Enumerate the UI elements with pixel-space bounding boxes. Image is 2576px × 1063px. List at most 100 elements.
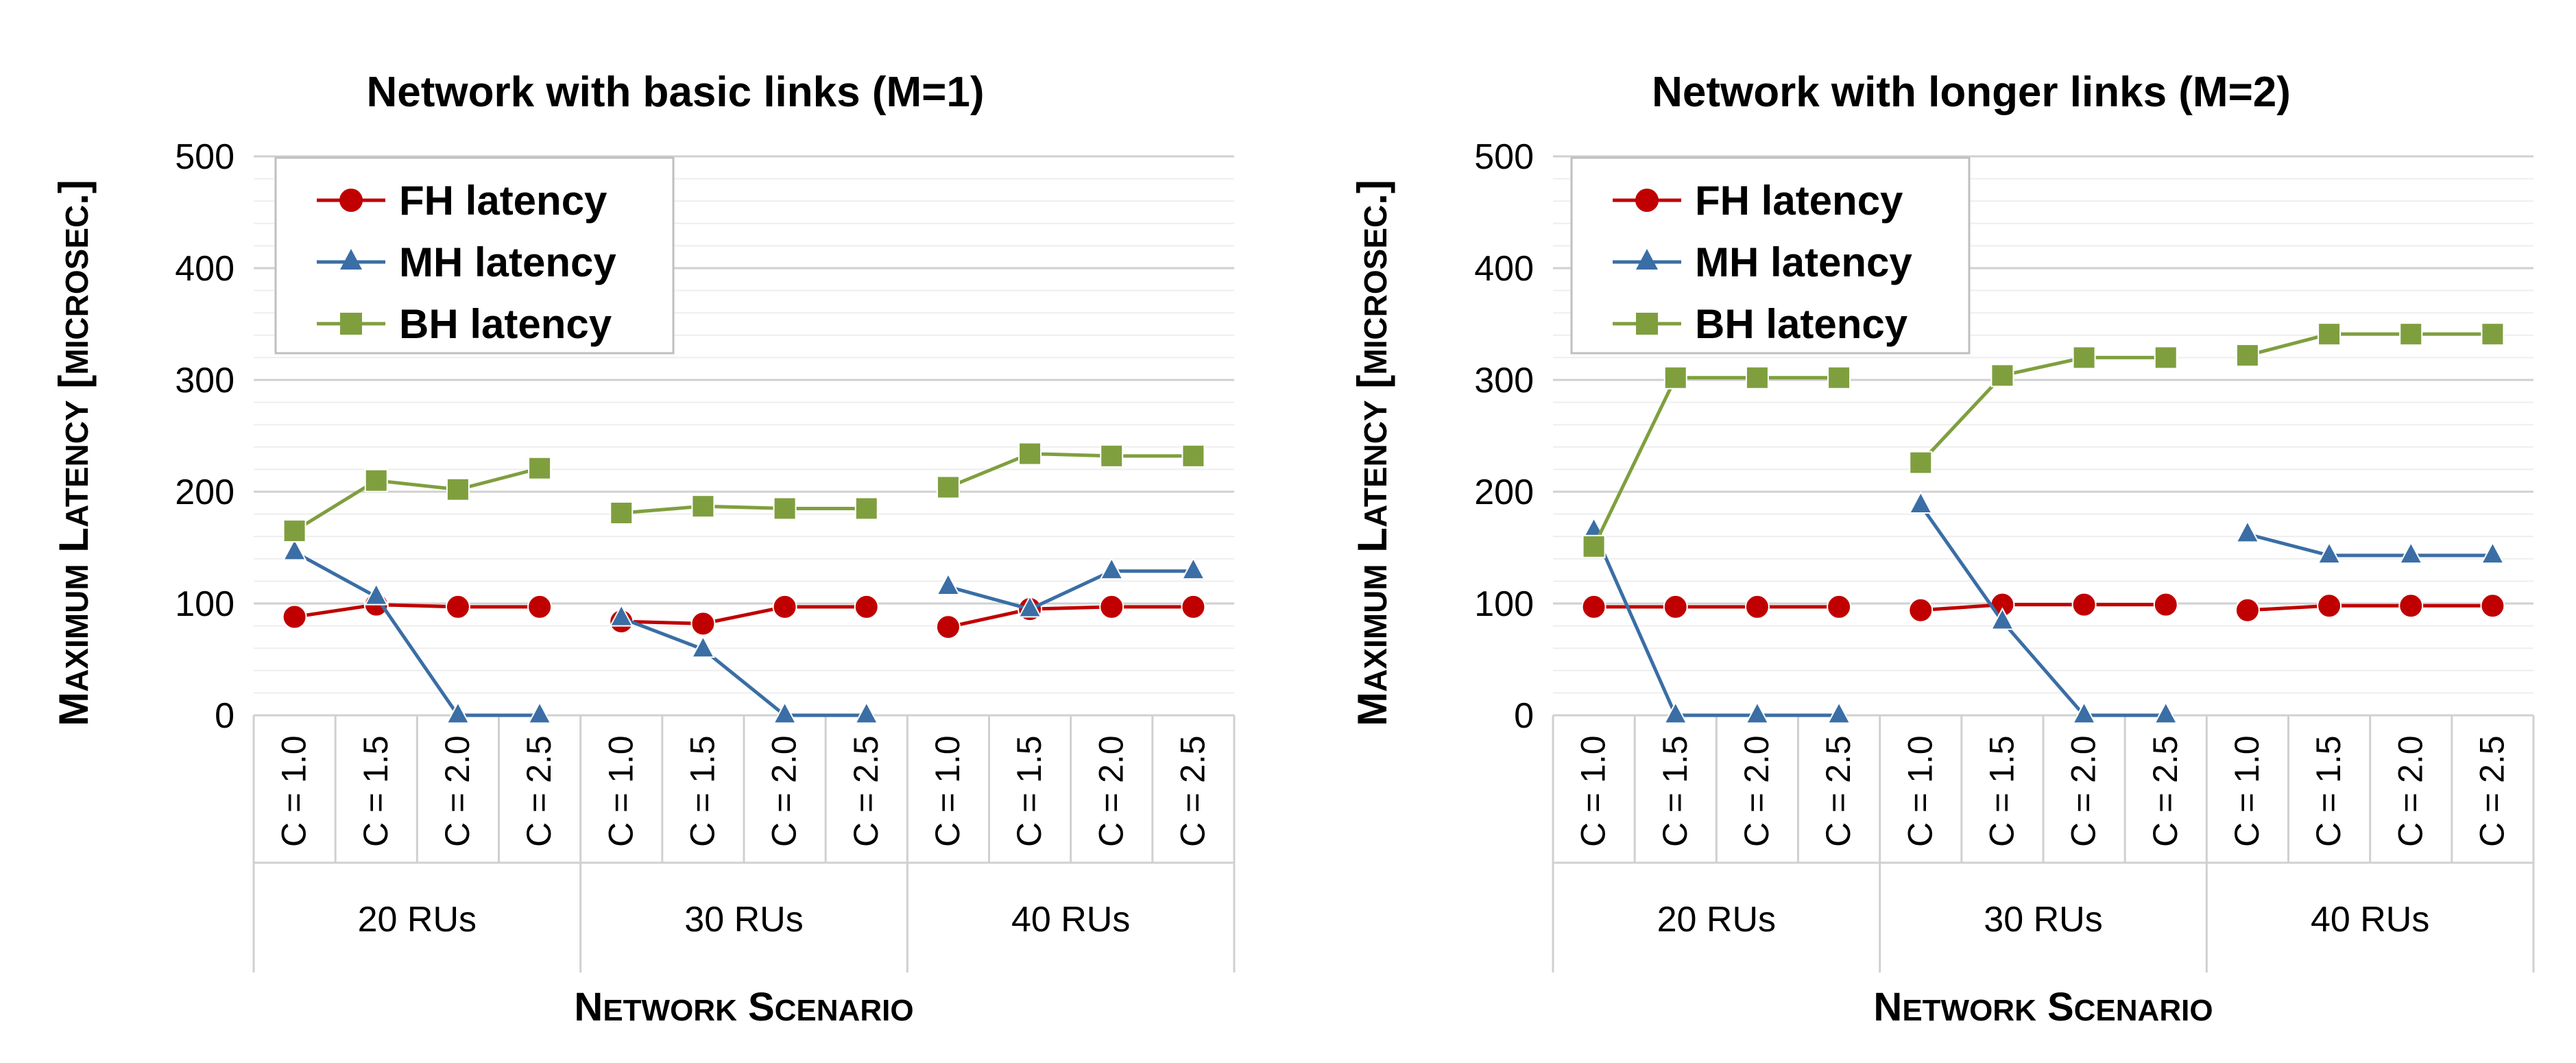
data-point	[2154, 346, 2178, 370]
x-tick-label: C = 1.0	[2228, 735, 2266, 847]
data-point	[1018, 442, 1042, 466]
x-tick-label: C = 2.0	[2065, 735, 2103, 847]
chart-panel-1: 0 100 200 300 400 500 C = 1.0 C = 1.5 C = 2.0 C =…	[51, 69, 1236, 1029]
series-line	[2247, 532, 2493, 558]
data-point	[2071, 592, 2097, 617]
data-point	[1181, 594, 1206, 619]
x-tick-label: C = 1.0	[601, 735, 640, 847]
y-axis-label: MAXIMUM LATENCY [MICROSEC.]	[51, 180, 97, 726]
series-mh-latency	[282, 538, 1206, 724]
data-point	[609, 604, 634, 627]
legend-label: BH latency	[1695, 301, 1908, 347]
data-point	[2398, 593, 2424, 619]
data-point	[2235, 520, 2260, 543]
y-tick-label: 400	[175, 249, 234, 289]
y-tick-label: 300	[175, 361, 234, 401]
y-tick-label: 100	[1474, 584, 1534, 624]
x-group-label: 30 RUs	[1984, 900, 2102, 940]
data-point	[691, 494, 715, 518]
series-line	[948, 605, 1194, 629]
legend-marker	[339, 189, 363, 212]
data-point	[1909, 451, 1933, 475]
data-point	[527, 594, 553, 619]
data-point	[2235, 597, 2260, 623]
data-point	[445, 594, 470, 619]
data-point	[2153, 592, 2178, 617]
legend: FH latency MH latency BH latency	[274, 156, 675, 355]
data-point	[2398, 541, 2423, 564]
data-point	[1745, 366, 1769, 390]
data-point	[1581, 594, 1606, 619]
legend-label: BH latency	[399, 301, 612, 347]
chart-title: Network with basic links (M=1)	[367, 69, 985, 116]
data-point	[690, 611, 716, 636]
x-tick-label: C = 2.5	[2146, 735, 2184, 847]
data-point	[854, 701, 879, 724]
x-tick-label: C = 2.0	[765, 735, 804, 847]
x-tick-label: C = 2.5	[1819, 735, 1857, 847]
x-group-label: 30 RUs	[684, 900, 803, 940]
data-point	[1827, 701, 1851, 724]
y-tick-label: 200	[175, 473, 234, 512]
y-tick-label: 100	[175, 584, 234, 624]
data-point	[935, 614, 961, 640]
data-point	[936, 475, 960, 499]
data-point	[2071, 701, 2097, 724]
legend-marker	[1636, 313, 1658, 335]
x-tick-label: C = 2.0	[1737, 735, 1776, 847]
data-point	[2480, 593, 2505, 619]
x-tick-label: C = 2.5	[1173, 735, 1212, 847]
x-group-label: 40 RUs	[2311, 900, 2429, 940]
data-point	[1827, 366, 1851, 390]
series-line	[621, 605, 867, 625]
series-line	[2247, 604, 2493, 612]
legend-label: FH latency	[399, 178, 607, 224]
series-bh-latency	[282, 442, 1205, 543]
x-tick-label: C = 1.0	[275, 735, 313, 847]
series-line	[621, 504, 867, 515]
data-point	[1099, 594, 1124, 619]
y-tick-label: 300	[1474, 361, 1534, 401]
data-point	[1990, 363, 2014, 387]
data-point	[772, 701, 797, 724]
series-line	[293, 550, 540, 717]
data-point	[446, 701, 470, 724]
data-point	[1663, 594, 1688, 619]
data-point	[1018, 595, 1042, 618]
x-tick-label: C = 2.0	[1092, 735, 1130, 847]
series-mh-latency	[1581, 490, 2505, 724]
data-point	[1099, 557, 1124, 580]
data-point	[1181, 557, 1206, 580]
data-point	[282, 519, 306, 543]
data-point	[1582, 534, 1606, 558]
data-point	[2154, 701, 2178, 724]
x-tick-label: C = 2.0	[2391, 735, 2429, 847]
series-line	[1921, 603, 2166, 612]
series-bh-latency	[1582, 322, 2505, 558]
y-tick-label: 500	[175, 137, 234, 177]
x-tick-label: C = 1.5	[357, 735, 395, 847]
data-point	[364, 582, 389, 606]
data-point	[2399, 322, 2423, 346]
data-point	[773, 497, 797, 521]
legend-marker	[340, 313, 362, 335]
data-point	[1908, 490, 1933, 514]
x-tick-label: C = 1.5	[1010, 735, 1048, 847]
x-group-label: 20 RUs	[358, 900, 477, 940]
x-tick-label: C = 1.5	[1656, 735, 1694, 847]
data-point	[527, 701, 552, 724]
data-point	[854, 594, 879, 619]
data-point	[2235, 344, 2259, 368]
x-group-label: 40 RUs	[1011, 900, 1130, 940]
data-point	[2072, 346, 2096, 370]
data-point	[1745, 701, 1770, 724]
data-point	[2318, 322, 2342, 346]
series-line	[947, 452, 1194, 489]
series-line	[294, 603, 540, 619]
legend-label: MH latency	[399, 239, 616, 285]
data-point	[1663, 366, 1687, 390]
series-line	[621, 616, 867, 717]
x-tick-label: C = 2.5	[2472, 735, 2511, 847]
x-tick-label: C = 2.5	[520, 735, 558, 847]
data-point	[446, 477, 470, 501]
